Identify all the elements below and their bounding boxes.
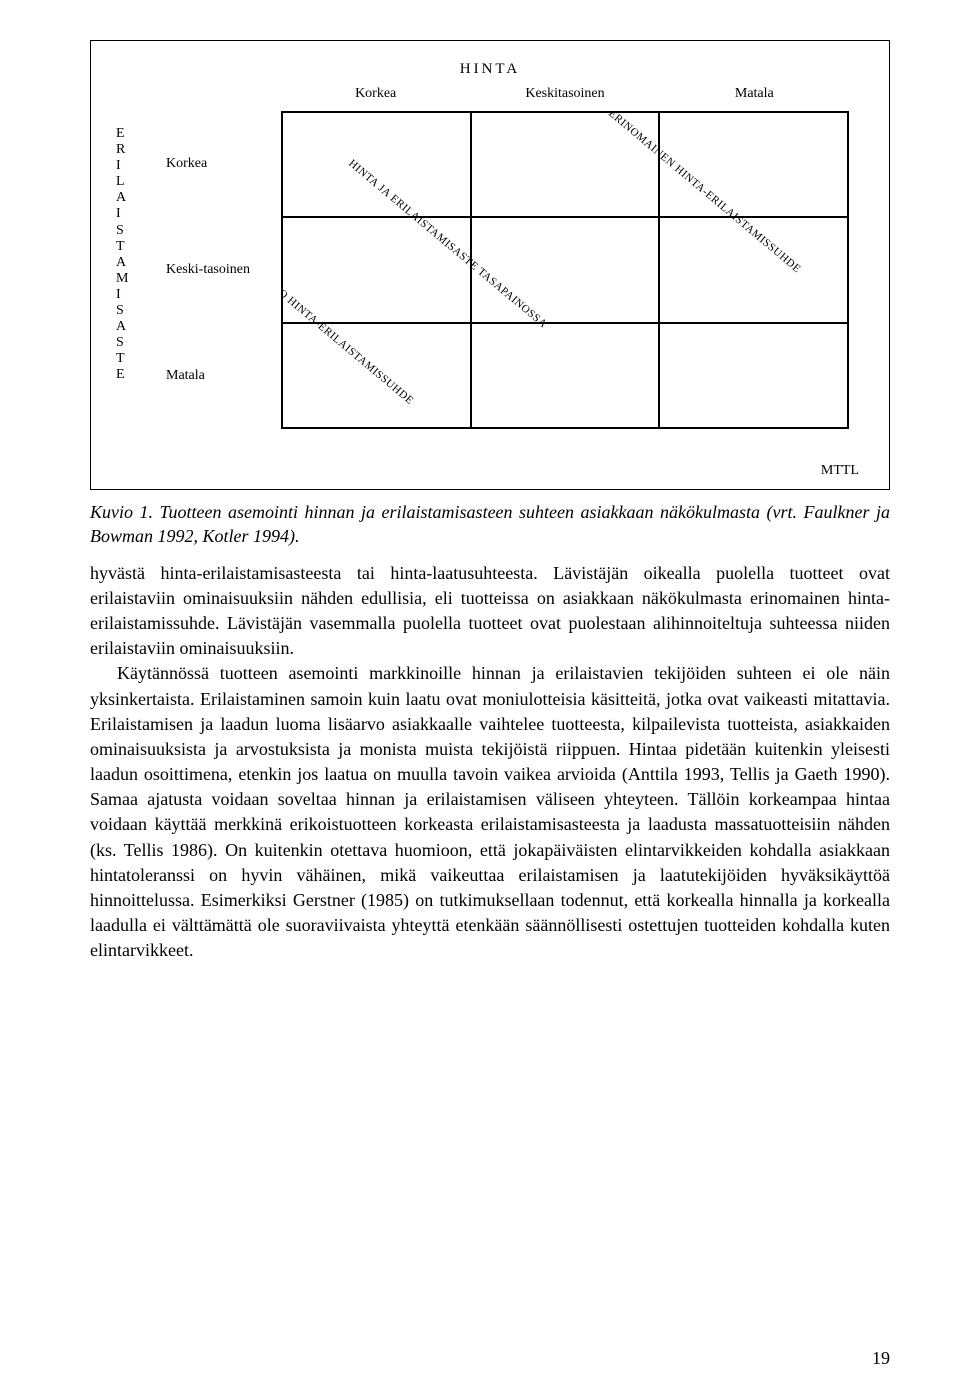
matrix-cell: [659, 112, 848, 217]
page: HINTA Korkea Keskitasoinen Matala ERILAI…: [0, 0, 960, 1399]
col-label-matala: Matala: [660, 86, 849, 102]
matrix-cell: [282, 112, 471, 217]
col-label-korkea: Korkea: [281, 86, 470, 102]
matrix-cell: [659, 323, 848, 428]
row-label-keskitasoinen: Keski-tasoinen: [166, 217, 276, 323]
figure-box: HINTA Korkea Keskitasoinen Matala ERILAI…: [90, 40, 890, 490]
figure-caption: Kuvio 1. Tuotteen asemointi hinnan ja er…: [90, 500, 890, 549]
paragraph-1: hyvästä hinta-erilaistamisasteesta tai h…: [90, 561, 890, 662]
row-label-korkea: Korkea: [166, 111, 276, 217]
page-number: 19: [872, 1348, 890, 1369]
caption-text: Tuotteen asemointi hinnan ja erilaistami…: [90, 502, 890, 546]
y-axis-title: ERILAISTAMISASTE: [116, 126, 129, 384]
x-axis-title: HINTA: [91, 61, 889, 78]
matrix-cell: [471, 323, 660, 428]
body-text: hyvästä hinta-erilaistamisasteesta tai h…: [90, 561, 890, 964]
figure-source: MTTL: [821, 463, 859, 479]
matrix-cell: [471, 217, 660, 322]
column-labels: Korkea Keskitasoinen Matala: [281, 86, 849, 102]
col-label-keskitasoinen: Keskitasoinen: [470, 86, 659, 102]
paragraph-2: Käytännössä tuotteen asemointi markkinoi…: [90, 661, 890, 963]
row-labels: Korkea Keski-tasoinen Matala: [166, 111, 276, 429]
matrix-grid: ERINOMAINEN HINTA-ERILAISTAMISSUHDE HINT…: [281, 111, 849, 429]
row-label-matala: Matala: [166, 323, 276, 429]
caption-label: Kuvio 1.: [90, 502, 153, 522]
